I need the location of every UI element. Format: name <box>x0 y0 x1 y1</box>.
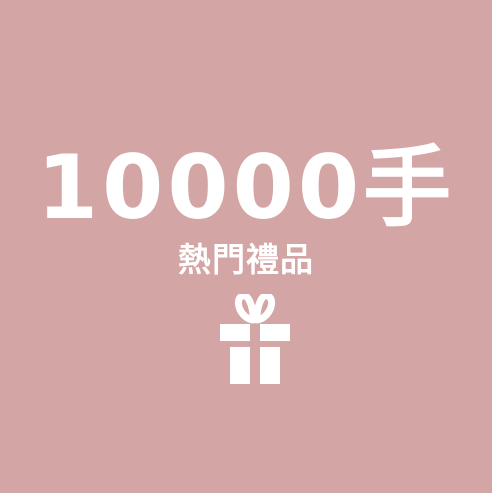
gift-icon <box>220 294 290 384</box>
subtitle: 熱門禮品 <box>178 240 314 279</box>
headline: 10000手 <box>36 136 456 239</box>
